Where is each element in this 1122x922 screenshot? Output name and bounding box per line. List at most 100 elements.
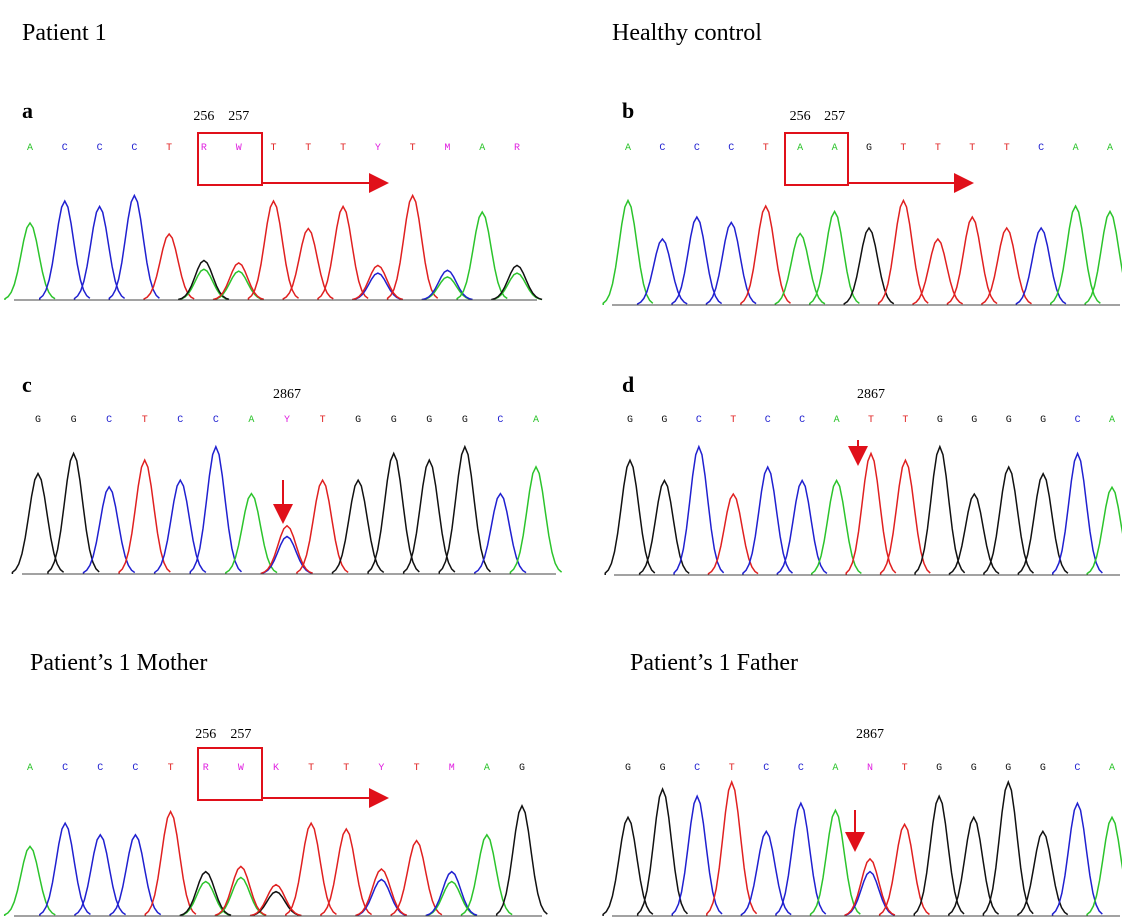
trace-peak [110, 835, 161, 916]
base-call: T [969, 143, 975, 154]
trace-peak [605, 460, 655, 575]
base-call: G [625, 763, 631, 774]
trace-peak [321, 829, 372, 916]
base-call: R [203, 763, 209, 774]
base-call: T [900, 143, 906, 154]
base-call: G [462, 415, 468, 426]
base-call: W [236, 143, 242, 154]
trace-peak [879, 201, 929, 306]
trace-peak [216, 866, 267, 916]
base-call: C [497, 415, 503, 426]
base-call: A [1107, 143, 1113, 154]
trace-peak [708, 494, 758, 575]
base-call: A [834, 415, 840, 426]
position-label: 257 [230, 727, 251, 742]
base-call: T [414, 763, 420, 774]
base-call: G [971, 763, 977, 774]
position-label: 257 [824, 109, 845, 124]
trace-peak [333, 480, 384, 574]
position-label: 2867 [273, 387, 301, 402]
base-call: C [1075, 415, 1081, 426]
base-call: T [270, 143, 276, 154]
trace-peak [1085, 212, 1122, 306]
trace-peak [674, 447, 724, 575]
trace-peak [1087, 487, 1122, 575]
base-call: T [729, 763, 735, 774]
highlight-box [198, 748, 262, 800]
panel-letter: c [22, 372, 32, 397]
base-call: C [62, 763, 68, 774]
base-call: C [694, 763, 700, 774]
trace-peak [261, 526, 312, 574]
base-call: C [763, 763, 769, 774]
base-call: G [426, 415, 432, 426]
trace-peak [214, 263, 264, 300]
base-call: G [391, 415, 397, 426]
position-label: 2867 [857, 387, 885, 402]
base-call: Y [378, 763, 384, 774]
base-call: Y [375, 143, 381, 154]
base-call: A [479, 143, 485, 154]
base-call: T [168, 763, 174, 774]
trace-peak [811, 810, 861, 916]
base-call: C [213, 415, 219, 426]
trace-peak [492, 265, 542, 300]
position-label: 256 [790, 109, 811, 124]
base-call: A [1109, 763, 1115, 774]
base-call: T [320, 415, 326, 426]
base-call: T [305, 143, 311, 154]
base-call: C [696, 415, 702, 426]
base-call: C [694, 143, 700, 154]
base-call: R [201, 143, 207, 154]
trace-peak [391, 841, 442, 916]
trace-peak [741, 831, 791, 916]
figure: Patient 1aACCCTRWTTTYTMAR256257Healthy c… [0, 0, 1122, 922]
trace-peak [283, 229, 333, 301]
trace-peak [356, 869, 407, 916]
base-call: T [308, 763, 314, 774]
trace-peak [190, 447, 241, 574]
base-call: G [627, 415, 633, 426]
trace-peak [1053, 454, 1103, 576]
panel-heading: Patient’s 1 Mother [30, 650, 207, 676]
trace-peak [915, 447, 965, 575]
trace-peak [5, 846, 56, 916]
panel-heading: Healthy control [612, 20, 762, 46]
base-call: T [763, 143, 769, 154]
trace-peak [318, 207, 368, 301]
base-call: A [27, 763, 33, 774]
panel-letter: d [622, 372, 634, 397]
trace-peak [880, 824, 930, 916]
base-call: T [166, 143, 172, 154]
base-call: A [797, 143, 803, 154]
base-call: G [660, 763, 666, 774]
base-call: C [97, 143, 103, 154]
trace-peak [949, 494, 999, 575]
trace-peak [603, 817, 653, 916]
base-call: A [1073, 143, 1079, 154]
trace-peak [741, 206, 791, 305]
base-call: T [410, 143, 416, 154]
trace-peak [1018, 831, 1068, 916]
trace-peak [248, 201, 298, 300]
trace-peak [510, 467, 561, 574]
trace-peak [949, 817, 999, 916]
trace-peak [462, 835, 513, 916]
base-call: G [1005, 763, 1011, 774]
base-call: M [444, 143, 450, 154]
position-label: 256 [195, 727, 216, 742]
base-call: C [62, 143, 68, 154]
trace-peak [388, 196, 438, 301]
base-call: C [799, 415, 805, 426]
trace-peak [844, 228, 894, 305]
panel-heading: Patient’s 1 Father [630, 650, 798, 676]
trace-peak [426, 872, 477, 916]
trace-peak [475, 494, 526, 574]
base-call: Y [284, 415, 290, 426]
panel-letter: a [22, 98, 33, 123]
base-call: A [533, 415, 539, 426]
base-call: C [728, 143, 734, 154]
trace-peak [638, 239, 688, 305]
trace-peak [812, 481, 862, 576]
trace-peak [155, 480, 206, 574]
